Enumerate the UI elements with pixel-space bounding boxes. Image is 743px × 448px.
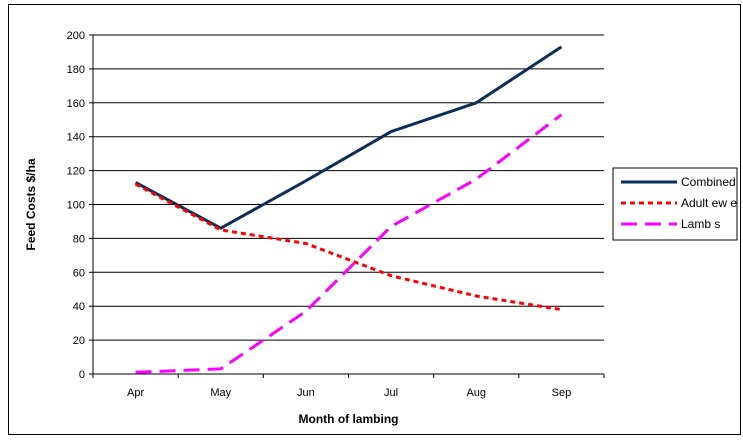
y-tick-label-140: 140 xyxy=(67,132,85,144)
y-tick-label-200: 200 xyxy=(67,30,85,42)
x-tick-label-sep: Sep xyxy=(552,387,572,399)
y-tick-label-160: 160 xyxy=(67,98,85,110)
x-tick-label-aug: Aug xyxy=(466,387,486,399)
x-tick-label-apr: Apr xyxy=(127,387,144,399)
series-lines xyxy=(134,45,563,374)
y-tick-label-120: 120 xyxy=(67,166,85,178)
y-tick-label-40: 40 xyxy=(73,301,85,313)
line-chart: 0 20 40 60 80 100 120 140 160 180 200 Apr May Jun Jul… xyxy=(24,30,738,426)
x-tick-label-may: May xyxy=(210,387,231,399)
y-axis-title: Feed Costs $/ha xyxy=(24,158,38,250)
y-tick-label-0: 0 xyxy=(79,369,85,381)
series-line-2 xyxy=(135,113,563,374)
y-tick-label-180: 180 xyxy=(67,64,85,76)
gridlines xyxy=(93,34,604,375)
legend-items: Combined Adult ew e Lamb s xyxy=(621,175,737,231)
y-tick-label-60: 60 xyxy=(73,267,85,279)
x-axis-title: Month of lambing xyxy=(299,412,399,426)
legend-label-2: Lamb s xyxy=(681,217,720,231)
series-line-1 xyxy=(134,182,562,312)
x-tick-label-jun: Jun xyxy=(297,387,315,399)
x-tick-label-jul: Jul xyxy=(384,387,398,399)
y-tick-labels: 0 20 40 60 80 100 120 140 160 180 200 xyxy=(67,30,85,381)
y-tick-label-80: 80 xyxy=(73,233,85,245)
legend: Combined Adult ew e Lamb s xyxy=(612,167,738,241)
series-line-0 xyxy=(134,45,563,230)
axes xyxy=(89,34,605,378)
x-tick-labels: Apr May Jun Jul Aug Sep xyxy=(127,387,571,399)
legend-label-1: Adult ew e xyxy=(681,196,737,210)
y-tick-label-100: 100 xyxy=(67,200,85,212)
y-tick-label-20: 20 xyxy=(73,335,85,347)
legend-label-0: Combined xyxy=(681,175,736,189)
chart-frame: 0 20 40 60 80 100 120 140 160 180 200 Apr May Jun Jul… xyxy=(8,4,741,435)
